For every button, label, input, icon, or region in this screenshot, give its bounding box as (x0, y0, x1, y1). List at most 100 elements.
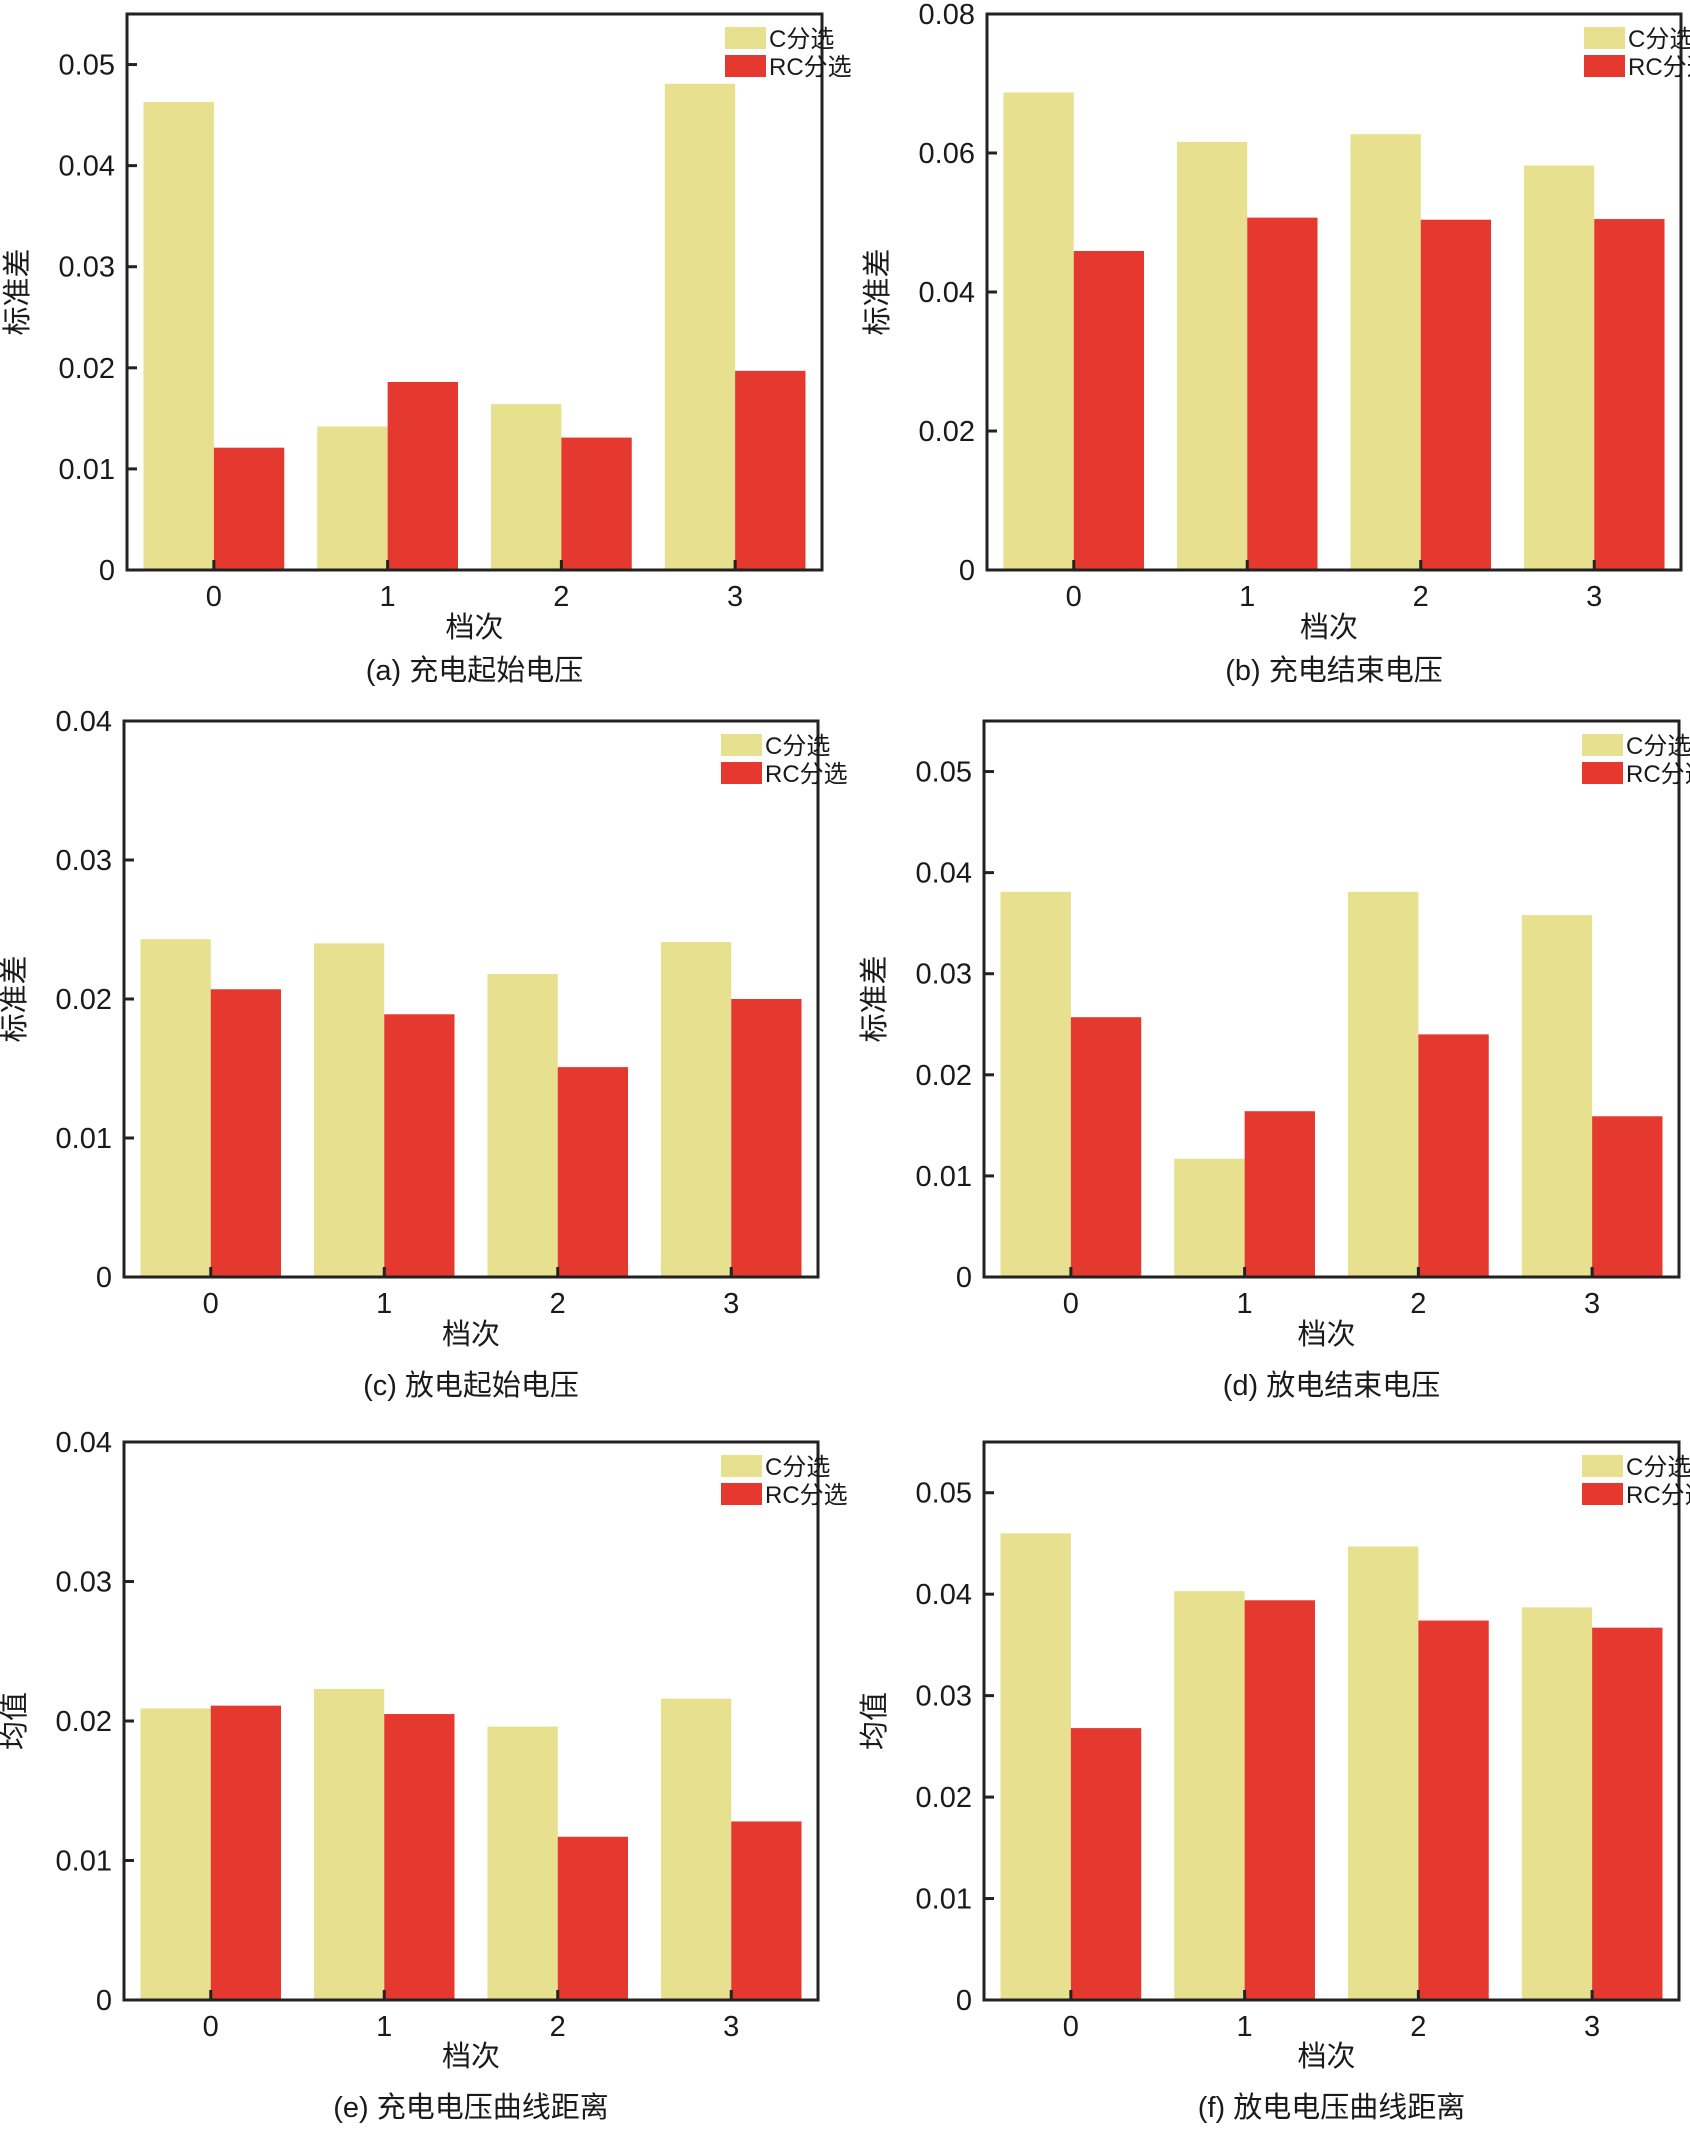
bar-c-1 (317, 426, 388, 570)
y-axis-label: 标准差 (858, 955, 891, 1042)
y-tick-label: 0.04 (919, 277, 975, 309)
bar-c-0 (143, 101, 214, 570)
legend-swatch-c (721, 734, 762, 756)
y-tick-label: 0.02 (56, 984, 112, 1016)
bar-c-3 (1521, 915, 1593, 1277)
legend-label-c: C分选 (765, 1454, 830, 1481)
y-tick-label: 0.05 (59, 50, 115, 82)
bar-rc-3 (731, 999, 802, 1277)
y-tick-label: 0.03 (916, 959, 972, 991)
plot-frame (982, 719, 1681, 1279)
bar-rc-3 (731, 1821, 802, 2000)
y-axis-label: 均值 (0, 1692, 31, 1750)
legend-label-rc: RC分选 (1628, 54, 1690, 81)
bar-rc-0 (210, 1705, 282, 2000)
y-tick-label: 0.05 (916, 757, 972, 789)
legend-swatch-rc (1582, 1483, 1623, 1505)
bar-rc-0 (1073, 250, 1145, 570)
x-tick-label: 3 (723, 1288, 739, 1320)
y-tick-label: 0.05 (916, 1478, 972, 1510)
y-tick-label: 0.02 (919, 416, 975, 448)
bar-rc-2 (1420, 219, 1492, 570)
x-tick-label: 0 (206, 581, 222, 613)
x-tick-label: 0 (1066, 581, 1082, 613)
y-tick-label: 0 (956, 1262, 972, 1294)
y-axis-label: 均值 (858, 1692, 891, 1750)
plot-frame (125, 12, 824, 572)
chart-panel-f: 0 0.01 0.02 0.03 0.04 0.05 0 1 2 3 档次 均值 (f) 放电电压曲线距… (858, 1440, 1690, 2124)
x-tick-label: 1 (1237, 1288, 1253, 1320)
bar-rc-1 (384, 1014, 455, 1277)
chart-panel-c: 0 0.01 0.02 0.03 0.04 0 1 2 3 档次 标准差 (c) 放电起始电压 C分选R… (0, 706, 848, 1402)
bar-rc-3 (1592, 1627, 1663, 2000)
y-tick-label: 0.04 (59, 151, 115, 183)
y-tick-label: 0 (956, 1985, 972, 2017)
y-tick-label: 0.02 (916, 1782, 972, 1814)
x-tick-label: 3 (1586, 581, 1602, 613)
x-tick-label: 0 (1063, 1288, 1079, 1320)
bar-c-1 (313, 943, 385, 1277)
x-tick-label: 3 (723, 2011, 739, 2043)
legend-label-c: C分选 (769, 26, 834, 53)
x-tick-label: 1 (376, 1288, 392, 1320)
plot-frame (982, 1440, 1681, 2002)
panel-caption: (d) 放电结束电压 (1223, 1369, 1441, 1402)
y-axis-label: 标准差 (1, 248, 34, 335)
x-tick-label: 2 (550, 1288, 566, 1320)
bar-rc-0 (1070, 1728, 1142, 2000)
bar-rc-0 (1070, 1017, 1142, 1277)
legend-label-rc: RC分选 (765, 761, 848, 788)
chart-panel-b: 0 0.02 0.04 0.06 0.08 0 1 2 3 档次 标准差 (b) 充电结束电压 C分选R… (861, 0, 1690, 687)
x-tick-label: 0 (203, 1288, 219, 1320)
y-tick-label: 0.04 (56, 706, 112, 738)
x-tick-label: 2 (1410, 1288, 1426, 1320)
y-tick-label: 0.02 (59, 353, 115, 385)
bar-rc-2 (557, 1067, 629, 1277)
y-tick-label: 0.01 (916, 1884, 972, 1916)
y-tick-label: 0.03 (56, 1567, 112, 1599)
bar-c-2 (487, 973, 558, 1277)
x-tick-label: 1 (380, 581, 396, 613)
x-axis-label: 档次 (1297, 1318, 1355, 1351)
x-axis-label: 档次 (1300, 611, 1358, 644)
y-tick-label: 0 (959, 555, 975, 587)
bar-c-0 (1000, 1533, 1071, 2000)
x-tick-label: 3 (727, 581, 743, 613)
y-tick-label: 0.01 (56, 1123, 112, 1155)
bar-c-3 (664, 83, 736, 571)
bar-c-2 (1350, 134, 1421, 571)
legend-swatch-c (1584, 27, 1625, 49)
x-tick-label: 2 (1410, 2011, 1426, 2043)
chart-panel-e: 0 0.01 0.02 0.03 0.04 0 1 2 3 档次 均值 (e) 充电电压曲线距离 C分选… (0, 1427, 848, 2124)
x-axis-label: 档次 (442, 1318, 500, 1351)
y-tick-label: 0.01 (56, 1846, 112, 1878)
x-tick-label: 0 (1063, 2011, 1079, 2043)
legend-label-rc: RC分选 (1626, 1482, 1690, 1509)
bar-rc-1 (1244, 1111, 1315, 1277)
bar-rc-1 (1244, 1600, 1315, 2000)
bar-rc-2 (557, 1836, 629, 2000)
bar-c-0 (1003, 92, 1074, 570)
bar-c-1 (313, 1688, 385, 2000)
bar-rc-1 (387, 381, 458, 570)
x-tick-label: 3 (1584, 1288, 1600, 1320)
x-tick-label: 1 (1237, 2011, 1253, 2043)
bar-c-1 (1174, 1591, 1245, 2000)
y-tick-label: 0.04 (916, 858, 972, 890)
legend-swatch-rc (1584, 55, 1625, 77)
bar-rc-1 (1247, 217, 1318, 570)
bar-c-3 (1523, 165, 1595, 570)
bar-c-2 (1348, 1546, 1419, 2000)
bar-rc-0 (210, 989, 282, 1277)
x-tick-label: 3 (1584, 2011, 1600, 2043)
y-tick-label: 0 (96, 1262, 112, 1294)
bar-rc-3 (1594, 219, 1665, 570)
x-axis-label: 档次 (1297, 2040, 1355, 2073)
chart-panel-d: 0 0.01 0.02 0.03 0.04 0.05 0 1 2 3 档次 标准差 (d) 放电结束电压… (858, 719, 1690, 1402)
bar-rc-2 (1418, 1620, 1489, 2000)
